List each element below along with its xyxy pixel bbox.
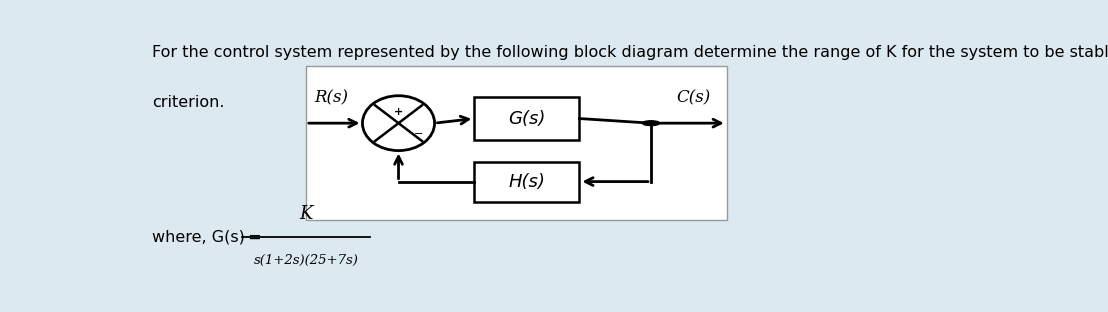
Text: C(s): C(s) xyxy=(676,89,710,106)
Text: +: + xyxy=(393,107,403,117)
Text: s(1+2s)(25+7s): s(1+2s)(25+7s) xyxy=(254,254,358,267)
Ellipse shape xyxy=(362,96,434,151)
Bar xyxy=(306,66,727,220)
Text: K: K xyxy=(299,205,312,223)
Text: H(s): H(s) xyxy=(509,173,545,191)
Bar xyxy=(474,162,579,202)
Text: −: − xyxy=(413,129,423,139)
Text: For the control system represented by the following block diagram determine the : For the control system represented by th… xyxy=(152,45,1108,60)
Text: R(s): R(s) xyxy=(315,89,348,106)
Text: G(s): G(s) xyxy=(509,110,545,128)
Text: where, G(s) =: where, G(s) = xyxy=(152,229,261,244)
Bar xyxy=(474,97,579,140)
Circle shape xyxy=(643,121,659,125)
Text: criterion.: criterion. xyxy=(152,95,225,110)
